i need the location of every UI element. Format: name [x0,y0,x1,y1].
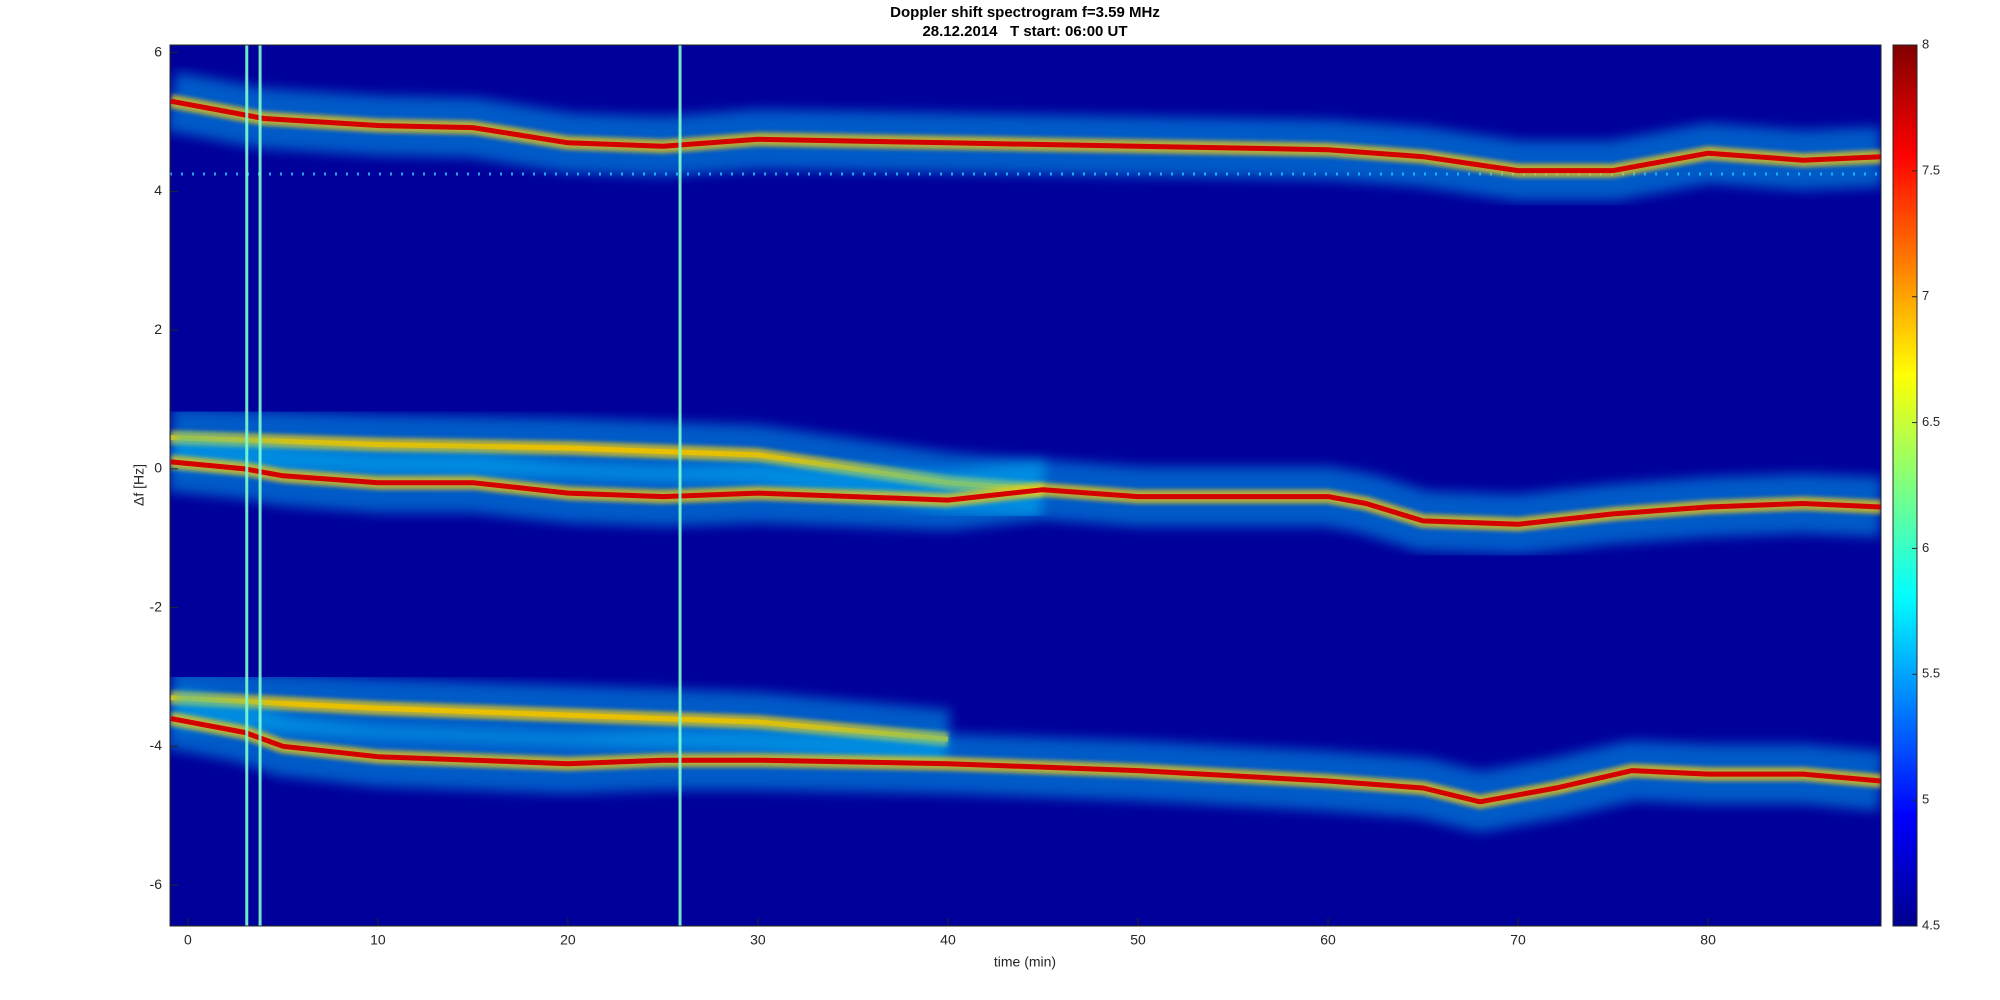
colorbar-tick-label: 5 [1922,792,1929,807]
y-tick-label: -6 [150,876,163,892]
colorbar-tick-label: 7 [1922,288,1929,303]
y-tick-label: 0 [154,460,162,476]
colorbar-tick-label: 7.5 [1922,162,1940,177]
x-axis-label: time (min) [994,954,1056,970]
x-tick-label: 60 [1320,932,1336,948]
x-tick-label: 40 [940,932,956,948]
colorbar-tick-label: 6.5 [1922,414,1940,429]
plot-frame [169,44,1882,927]
x-tick-label: 50 [1130,932,1146,948]
x-tick-label: 0 [184,932,192,948]
x-tick-label: 30 [750,932,766,948]
chart-title: Doppler shift spectrogram f=3.59 MHz [890,4,1160,21]
x-tick-label: 80 [1700,932,1716,948]
y-axis-label: Δf [Hz] [131,464,147,506]
x-tick-label: 70 [1510,932,1526,948]
chart-subtitle: 28.12.2014 T start: 06:00 UT [922,23,1127,40]
signal-ridge [170,716,1881,805]
y-tick-label: 2 [154,321,162,337]
x-tick-label: 10 [370,932,386,948]
y-tick-label: 6 [154,43,162,59]
colorbar [1892,44,1918,927]
signal-ridge [170,695,949,742]
signal-ridge [170,98,1881,174]
y-tick-label: 4 [154,182,162,198]
colorbar-tick-label: 5.5 [1922,666,1940,681]
signal-ridge [170,459,1881,527]
colorbar-tick-label: 6 [1922,540,1929,555]
y-tick-label: -2 [150,598,163,614]
plot-area [170,45,1881,926]
y-tick-label: -4 [150,737,163,753]
colorbar-tick-label: 4.5 [1922,917,1940,932]
colorbar-tick-label: 8 [1922,36,1929,51]
x-tick-label: 20 [560,932,576,948]
